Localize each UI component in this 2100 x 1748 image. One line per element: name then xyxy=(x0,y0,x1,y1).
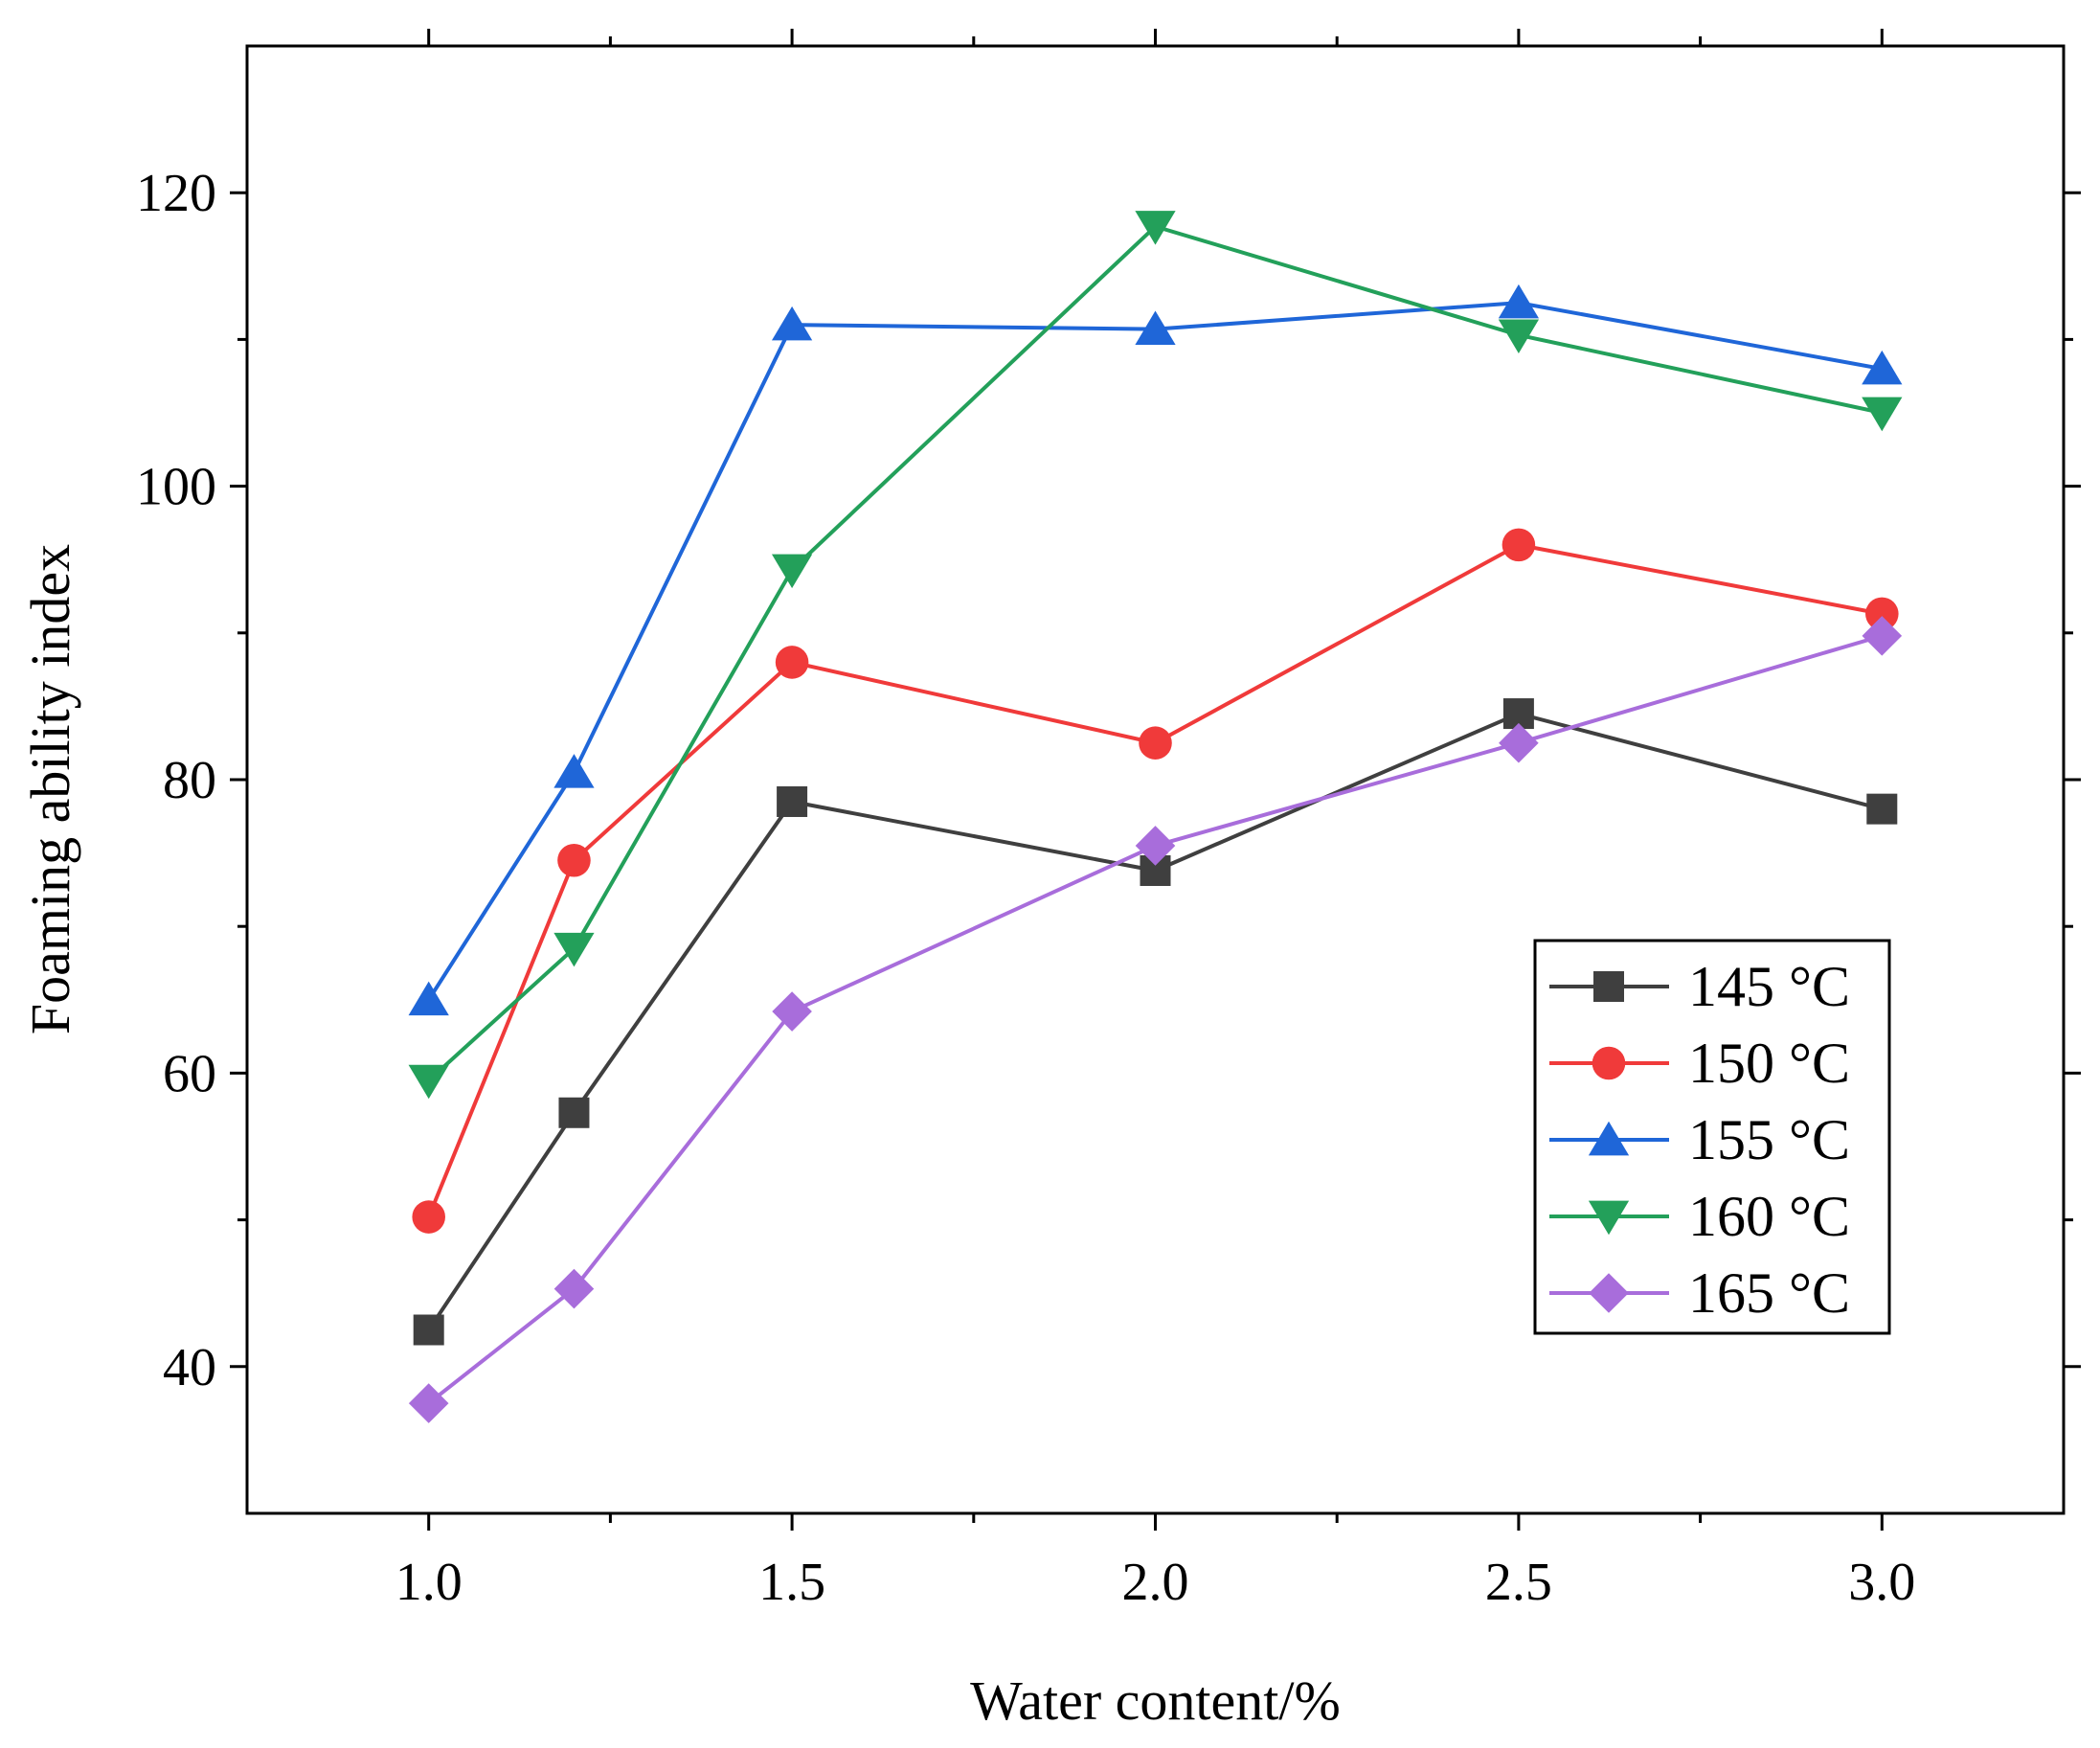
legend: 145 °C 150 °C 155 °C 160 °C 165 °C xyxy=(1533,939,1891,1335)
legend-marker xyxy=(1588,1200,1630,1236)
legend-label: 160 °C xyxy=(1688,1185,1850,1248)
legend-marker xyxy=(1593,971,1624,1002)
y-tick-label: 80 xyxy=(163,751,216,810)
series-line xyxy=(427,711,1883,1331)
legend-label: 165 °C xyxy=(1688,1261,1850,1325)
data-point xyxy=(1502,528,1536,562)
y-tick-label: 100 xyxy=(136,458,216,517)
series-markers-155 xyxy=(408,284,1903,1016)
y-axis-title: Foaming ability index xyxy=(19,544,81,1034)
series-150 xyxy=(426,542,1883,1218)
data-point xyxy=(1862,350,1903,385)
x-tick-label: 1.0 xyxy=(395,1553,463,1612)
series-markers-160 xyxy=(408,211,1903,1100)
series-155 xyxy=(427,301,1883,1001)
data-point xyxy=(553,754,595,788)
data-point xyxy=(1135,310,1176,345)
data-point xyxy=(777,785,808,817)
legend-item: 160 °C xyxy=(1549,1185,1850,1248)
data-point xyxy=(1135,826,1176,866)
legend-label: 150 °C xyxy=(1688,1032,1850,1095)
data-point xyxy=(772,991,812,1032)
legend-box xyxy=(1533,939,1891,1335)
data-point xyxy=(771,306,813,341)
legend-item: 165 °C xyxy=(1549,1261,1850,1325)
data-point xyxy=(1139,726,1172,760)
data-point xyxy=(553,1268,595,1309)
data-point xyxy=(408,1383,449,1423)
series-markers-150 xyxy=(412,528,1899,1234)
series-line xyxy=(427,224,1883,1082)
data-point xyxy=(1498,319,1540,354)
series-markers-165 xyxy=(408,616,1903,1423)
data-point xyxy=(1865,597,1899,631)
legend-marker xyxy=(1592,1046,1626,1080)
series-145 xyxy=(427,711,1883,1331)
series-160 xyxy=(427,224,1883,1082)
y-tick-label: 60 xyxy=(163,1044,216,1103)
data-point xyxy=(553,932,595,967)
legend-item: 155 °C xyxy=(1549,1108,1850,1171)
x-tick-label: 3.0 xyxy=(1848,1553,1915,1612)
x-tick-label: 1.5 xyxy=(758,1553,825,1612)
series-line xyxy=(426,542,1883,1218)
data-point xyxy=(1862,616,1903,656)
legend-label: 145 °C xyxy=(1688,955,1850,1018)
y-tick-label: 40 xyxy=(163,1338,216,1397)
axis-ticks: 1.0 1.5 2.0 2.5 3.0 40 60 80 100 120 xyxy=(136,29,2081,1612)
data-point xyxy=(412,1200,445,1234)
series-layer xyxy=(408,211,1903,1423)
legend-label: 155 °C xyxy=(1688,1108,1850,1171)
data-point xyxy=(1135,211,1176,245)
series-165 xyxy=(427,633,1883,1405)
data-point xyxy=(771,554,813,589)
legend-marker xyxy=(1589,1273,1629,1313)
x-tick-label: 2.5 xyxy=(1485,1553,1552,1612)
data-point xyxy=(775,646,809,679)
x-tick-label: 2.0 xyxy=(1122,1553,1189,1612)
legend-item: 150 °C xyxy=(1549,1032,1850,1095)
y-tick-label: 120 xyxy=(136,164,216,223)
legend-marker xyxy=(1588,1121,1630,1156)
data-point xyxy=(557,843,591,877)
series-line xyxy=(427,633,1883,1405)
data-point xyxy=(408,1064,449,1100)
legend-item: 145 °C xyxy=(1549,955,1850,1018)
data-point xyxy=(558,1097,590,1128)
series-line xyxy=(427,301,1883,1001)
data-point xyxy=(1866,793,1898,825)
data-point xyxy=(1862,397,1903,432)
x-axis-title: Water content/% xyxy=(970,1669,1341,1732)
data-point xyxy=(1499,722,1539,763)
data-point xyxy=(1498,284,1540,319)
data-point xyxy=(413,1314,444,1346)
data-point xyxy=(408,981,449,1016)
